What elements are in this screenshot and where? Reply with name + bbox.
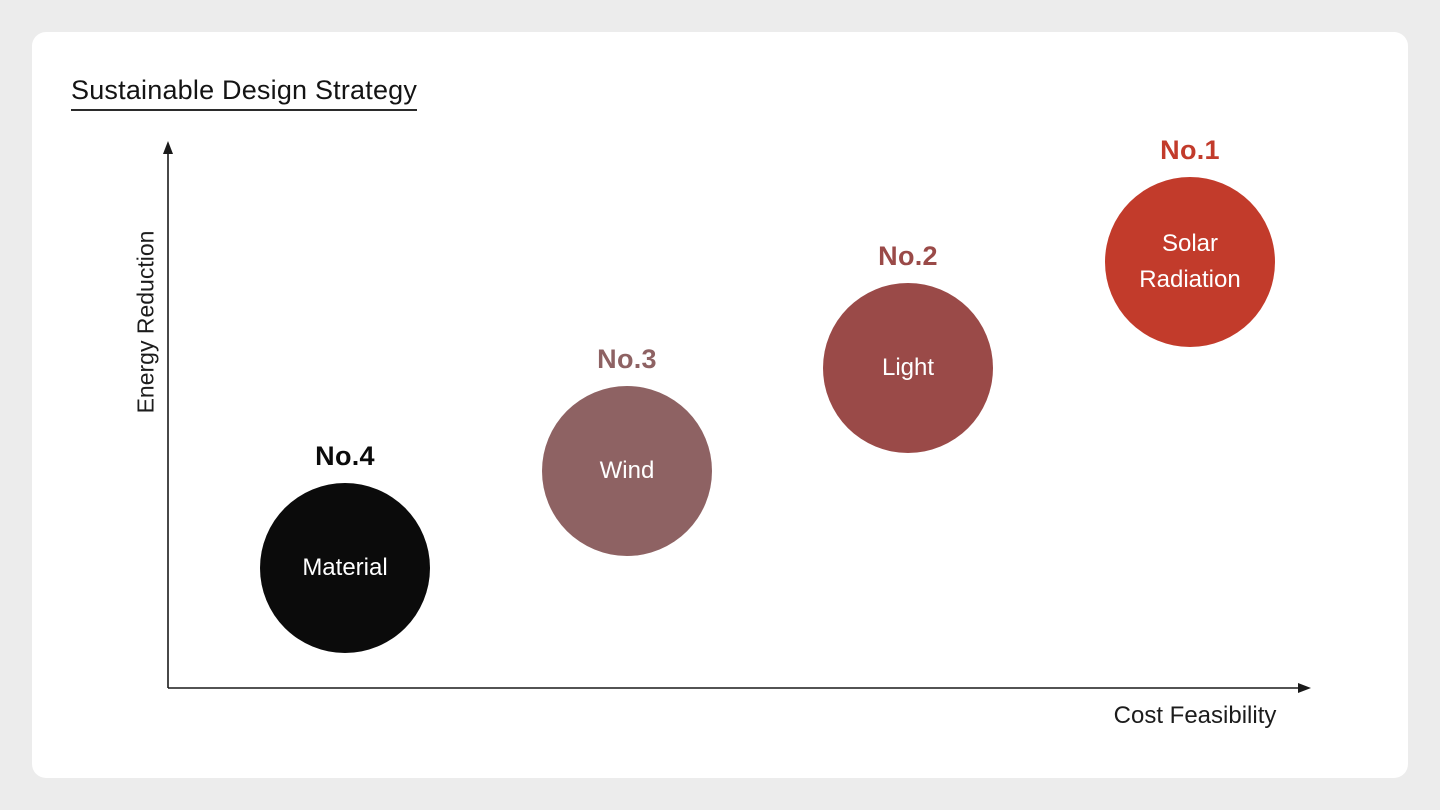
bubble-label: Wind <box>599 457 655 484</box>
bubble-circle-solar-radiation: Solar Radiation <box>1105 177 1275 347</box>
x-axis-arrowhead-icon <box>1298 683 1311 693</box>
bubble-circle-material: Material <box>260 483 430 653</box>
bubble-group-solar-radiation: No.1 Solar Radiation <box>1105 133 1275 347</box>
bubble-rank-label: No.4 <box>315 441 375 471</box>
bubble-label: Material <box>302 554 388 581</box>
bubble-group-wind: No.3 Wind <box>542 342 712 556</box>
axes <box>163 141 1311 693</box>
y-axis-arrowhead-icon <box>163 141 173 154</box>
bubble-circle-wind: Wind <box>542 386 712 556</box>
bubble-group-light: No.2 Light <box>823 239 993 453</box>
bubble-circle-light: Light <box>823 283 993 453</box>
bubble-group-material: No.4 Material <box>260 439 430 653</box>
chart-card: Sustainable Design Strategy Energy Reduc… <box>32 32 1408 778</box>
x-axis-label: Cost Feasibility <box>1113 702 1277 729</box>
bubble-label: Light <box>881 354 935 381</box>
y-axis-label: Energy Reduction <box>132 230 159 414</box>
bubble-label: Solar Radiation <box>1139 230 1241 293</box>
page-title: Sustainable Design Strategy <box>71 75 418 111</box>
bubble-rank-label: No.1 <box>1160 135 1220 165</box>
bubble-rank-label: No.3 <box>597 344 657 374</box>
bubble-rank-label: No.2 <box>878 241 938 271</box>
